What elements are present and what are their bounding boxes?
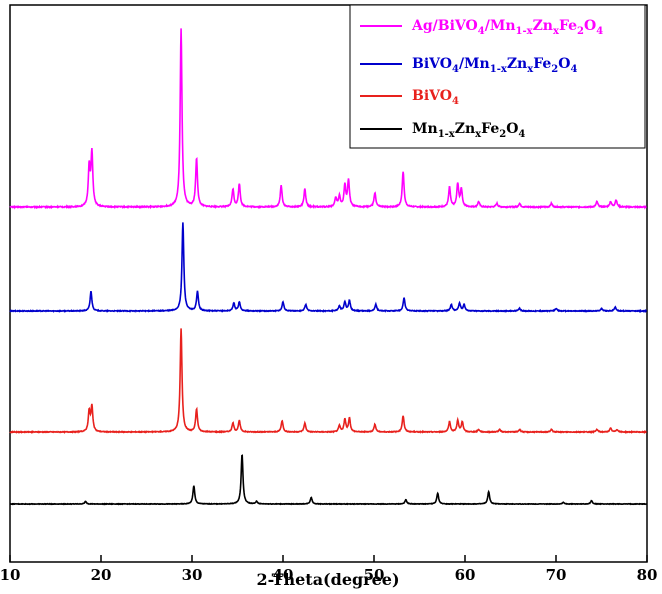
x-axis-title: 2-Theta(degree) [256, 570, 399, 589]
series-line-3 [9, 328, 647, 435]
x-tick-label: 40 [273, 566, 294, 584]
legend: Ag/BiVO4/Mn1-xZnxFe2O4 BiVO4/Mn1-xZnxFe2O… [349, 4, 646, 149]
legend-label-4: Mn1-xZnxFe2O4 [412, 121, 525, 140]
x-axis-ticks: 10 20 30 40 50 60 70 80 [0, 555, 657, 584]
series-layer [9, 28, 647, 506]
x-tick-label: 60 [455, 566, 476, 584]
legend-label-2: BiVO4/Mn1-xZnxFe2O4 [412, 56, 577, 75]
legend-box [349, 4, 646, 149]
x-tick-label: 30 [182, 566, 203, 584]
legend-items: Ag/BiVO4/Mn1-xZnxFe2O4 BiVO4/Mn1-xZnxFe2O… [360, 18, 603, 140]
legend-label-1: Ag/BiVO4/Mn1-xZnxFe2O4 [411, 18, 603, 37]
series-line-1 [9, 28, 647, 210]
series-line-4 [9, 454, 647, 506]
x-tick-label: 10 [0, 566, 20, 584]
x-tick-label: 70 [546, 566, 567, 584]
legend-label-3: BiVO4 [412, 88, 459, 107]
plot-frame [9, 4, 648, 563]
x-tick-label: 80 [637, 566, 658, 584]
series-line-2 [9, 222, 647, 313]
x-tick-label: 20 [91, 566, 112, 584]
x-tick-label: 50 [364, 566, 385, 584]
